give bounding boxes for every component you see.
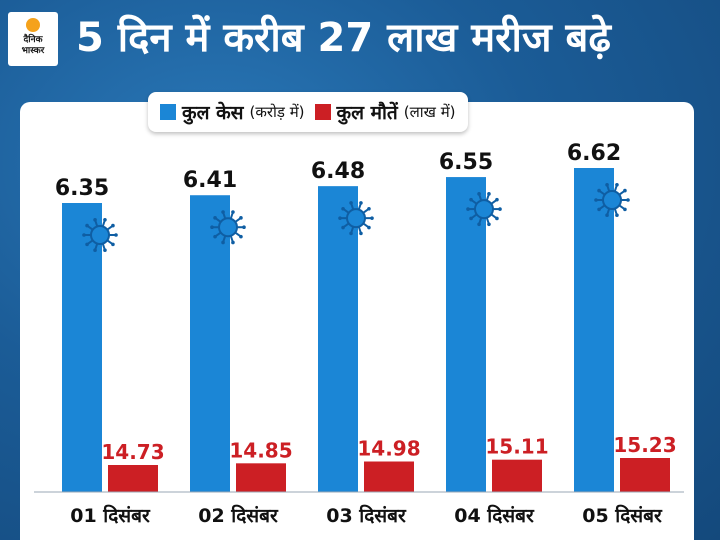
- x-tick-label: 01 दिसंबर: [70, 504, 151, 527]
- legend-swatch-cases: [160, 104, 176, 120]
- virus-icon: [466, 192, 502, 227]
- x-tick-label: 05 दिसंबर: [582, 504, 663, 527]
- legend: कुल केस (करोड़ में) कुल मौतें (लाख में): [148, 92, 468, 132]
- brand-line-2: भास्कर: [21, 46, 45, 56]
- case-bar: [574, 168, 614, 492]
- case-value-label: 6.62: [567, 141, 621, 166]
- death-value-label: 15.11: [485, 435, 548, 459]
- legend-item-deaths: कुल मौतें (लाख में): [314, 99, 456, 125]
- brand-logo: दैनिक भास्कर: [8, 12, 58, 66]
- x-tick-label: 04 दिसंबर: [454, 504, 535, 527]
- legend-label-cases: कुल केस: [182, 102, 244, 124]
- x-tick-label: 03 दिसंबर: [326, 504, 407, 527]
- case-value-label: 6.35: [55, 176, 109, 201]
- death-bar: [492, 459, 542, 492]
- case-value-label: 6.41: [183, 168, 237, 193]
- virus-icon: [338, 201, 374, 236]
- legend-unit-deaths: (लाख में): [403, 103, 456, 121]
- virus-icon: [210, 210, 246, 245]
- death-bar: [236, 463, 286, 492]
- legend-label-deaths: कुल मौतें: [336, 102, 398, 124]
- legend-swatch-deaths: [314, 104, 331, 120]
- death-value-label: 14.73: [101, 440, 164, 464]
- headline: 5 दिन में करीब 27 लाख मरीज बढ़े: [76, 15, 611, 61]
- case-bar: [190, 195, 230, 492]
- death-bar: [620, 458, 670, 492]
- death-value-label: 15.23: [613, 433, 676, 457]
- death-value-label: 14.85: [229, 438, 292, 462]
- x-tick-label: 02 दिसंबर: [198, 504, 279, 527]
- case-bar: [318, 186, 358, 493]
- legend-unit-cases: (करोड़ में): [249, 103, 305, 121]
- virus-icon: [82, 217, 118, 253]
- death-bar: [364, 461, 414, 492]
- sun-icon: [26, 18, 40, 32]
- case-value-label: 6.48: [311, 159, 365, 184]
- death-bar: [108, 465, 158, 492]
- legend-item-cases: कुल केस (करोड़ में): [160, 99, 305, 125]
- brand-line-1: दैनिक: [23, 35, 43, 45]
- death-value-label: 14.98: [357, 437, 420, 461]
- virus-icon: [594, 182, 630, 218]
- case-bar: [446, 177, 486, 492]
- case-value-label: 6.55: [439, 150, 493, 175]
